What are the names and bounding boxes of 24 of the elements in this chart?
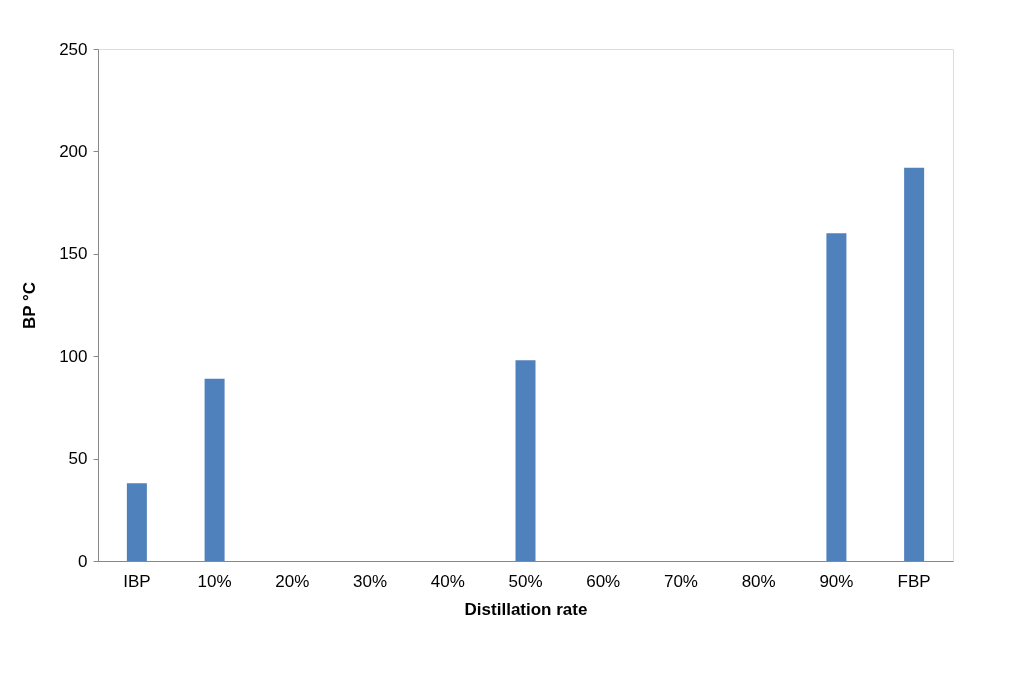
x-tick-label: FBP: [897, 571, 931, 591]
bar: [126, 483, 147, 561]
bar: [904, 167, 925, 561]
x-tick-label: 30%: [353, 571, 388, 591]
x-tick-label: 90%: [819, 571, 854, 591]
y-tick-label: 150: [59, 244, 88, 264]
x-tick-label: 80%: [741, 571, 776, 591]
x-tick-label: 40%: [430, 571, 465, 591]
y-tick-label: 50: [68, 449, 88, 469]
y-tick-label: 250: [59, 39, 88, 59]
bar: [515, 360, 536, 561]
x-tick-label: 10%: [197, 571, 232, 591]
x-tick-label: 20%: [275, 571, 310, 591]
x-tick-label: 60%: [586, 571, 621, 591]
bar: [826, 233, 847, 561]
y-tick-label: 100: [59, 346, 88, 366]
y-axis-title: BP °C: [20, 281, 40, 330]
bar: [204, 378, 225, 561]
x-tick-label: 70%: [663, 571, 698, 591]
x-tick-label: 50%: [508, 571, 543, 591]
x-tick-label: IBP: [123, 571, 151, 591]
y-tick-label: 0: [78, 551, 88, 571]
y-tick-label: 200: [59, 141, 88, 161]
x-axis-title: Distillation rate: [464, 599, 588, 619]
